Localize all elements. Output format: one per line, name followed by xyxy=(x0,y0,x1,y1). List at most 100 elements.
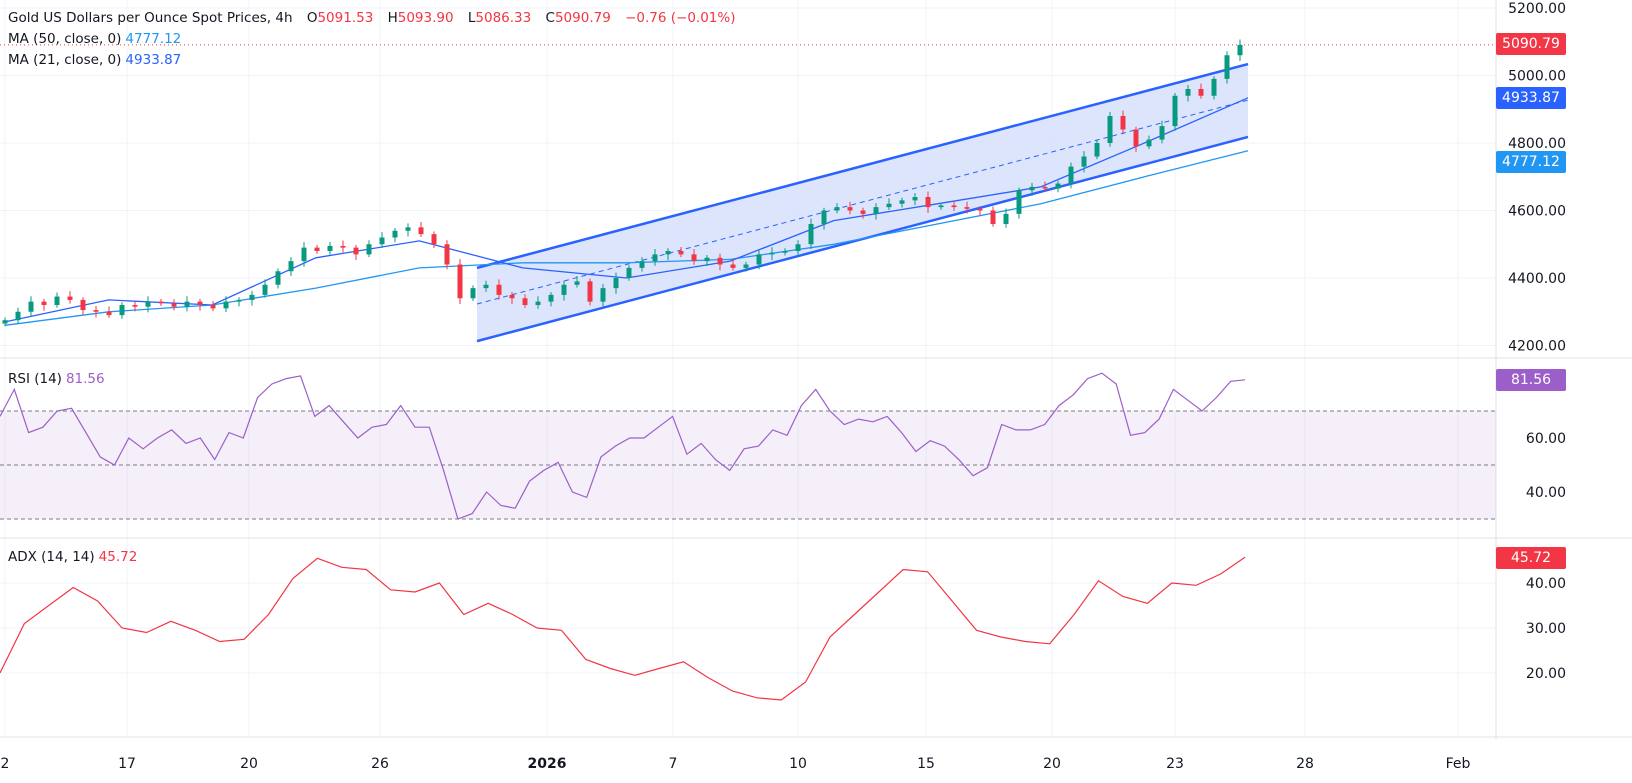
candle-body xyxy=(1107,116,1113,143)
adx-axis-label: 30.00 xyxy=(1526,621,1566,637)
candle-body xyxy=(704,257,710,262)
time-axis-label: 15 xyxy=(917,756,935,772)
close-value: 5090.79 xyxy=(554,10,611,26)
candle-body xyxy=(1198,89,1204,96)
candle-body xyxy=(756,254,762,265)
price-axis-label: 4400.00 xyxy=(1508,271,1566,287)
candle xyxy=(93,306,99,318)
candle-body xyxy=(184,301,190,307)
candle xyxy=(236,297,242,307)
candle xyxy=(418,221,424,237)
candle xyxy=(1172,93,1178,131)
candle xyxy=(652,248,658,266)
rsi-line xyxy=(0,372,1246,520)
candle xyxy=(288,257,294,276)
candle-body xyxy=(847,207,853,211)
candle-body xyxy=(314,247,320,251)
ma21-label: MA (21, close, 0) xyxy=(8,52,122,68)
rsi-legend[interactable]: RSI (14) 81.56 xyxy=(8,371,109,387)
time-axis-label: 20 xyxy=(1043,756,1061,772)
candle-body xyxy=(665,251,671,255)
candle xyxy=(28,296,34,317)
candle xyxy=(964,201,970,214)
candle xyxy=(1055,180,1061,193)
candle-body xyxy=(600,288,606,302)
candle xyxy=(834,203,840,214)
price-axis-label: 5000.00 xyxy=(1508,69,1566,85)
candle-body xyxy=(1120,116,1126,130)
candle xyxy=(1016,187,1022,219)
ma50-label: MA (50, close, 0) xyxy=(8,31,122,47)
candle-body xyxy=(132,305,138,307)
candle xyxy=(561,280,567,301)
candle-body xyxy=(951,205,957,208)
candle-body xyxy=(626,267,632,278)
candle xyxy=(782,248,788,256)
candle-body xyxy=(561,284,567,295)
candle xyxy=(41,298,47,311)
candle-body xyxy=(483,284,489,289)
candle-body xyxy=(1081,156,1087,167)
adx-label: ADX (14, 14) xyxy=(8,549,95,565)
candle-body xyxy=(197,301,203,305)
candle xyxy=(314,244,320,254)
candle xyxy=(873,203,879,220)
candle xyxy=(938,202,944,210)
candle xyxy=(1068,162,1074,189)
candle xyxy=(366,240,372,258)
candle xyxy=(626,265,632,281)
candle xyxy=(1003,208,1009,228)
candle xyxy=(730,259,736,271)
candle xyxy=(912,192,918,206)
candle-body xyxy=(769,252,775,255)
candle xyxy=(847,201,853,215)
candle-body xyxy=(977,208,983,211)
candle xyxy=(1146,135,1152,150)
candle xyxy=(457,259,463,304)
candle xyxy=(67,291,73,304)
candle xyxy=(1042,181,1048,192)
adx-value: 45.72 xyxy=(98,549,138,565)
candle-body xyxy=(353,247,359,255)
candle xyxy=(470,285,476,301)
candle xyxy=(249,290,255,306)
time-axis-label: 26 xyxy=(371,756,389,772)
candle xyxy=(535,296,541,309)
candle-body xyxy=(431,234,437,245)
rsi-label: RSI (14) xyxy=(8,371,62,387)
candle-body xyxy=(925,197,931,208)
candle-body xyxy=(938,205,944,208)
candle xyxy=(2,317,8,327)
candle-body xyxy=(730,264,736,268)
candle xyxy=(392,228,398,243)
candle xyxy=(795,240,801,255)
candle xyxy=(106,306,112,318)
ma50-legend[interactable]: MA (50, close, 0) 4777.12 xyxy=(8,31,185,47)
candle-body xyxy=(548,294,554,302)
price-axis-label: 4800.00 xyxy=(1508,136,1566,152)
open-label: O xyxy=(306,10,318,26)
candle-body xyxy=(54,296,60,305)
time-axis-label: 10 xyxy=(789,756,807,772)
candle-body xyxy=(1029,186,1035,191)
candle-body xyxy=(834,207,840,211)
adx-value-tag: 45.72 xyxy=(1496,547,1566,569)
candle-body xyxy=(535,301,541,305)
candle xyxy=(990,206,996,227)
symbol-title: Gold US Dollars per Ounce Spot Prices, 4… xyxy=(8,10,293,26)
candle-body xyxy=(587,281,593,302)
candle xyxy=(353,244,359,261)
low-label: L xyxy=(467,10,476,26)
candle xyxy=(132,300,138,312)
candle xyxy=(1185,84,1191,102)
candle xyxy=(119,302,125,319)
candle xyxy=(444,240,450,270)
ma21-legend[interactable]: MA (21, close, 0) 4933.87 xyxy=(8,52,185,68)
ma50-value: 4777.12 xyxy=(125,31,182,47)
adx-legend[interactable]: ADX (14, 14) 45.72 xyxy=(8,549,141,565)
candle-body xyxy=(964,207,970,209)
time-axis-label: Feb xyxy=(1446,756,1471,772)
candle-body xyxy=(743,264,749,268)
candle-body xyxy=(119,305,125,316)
